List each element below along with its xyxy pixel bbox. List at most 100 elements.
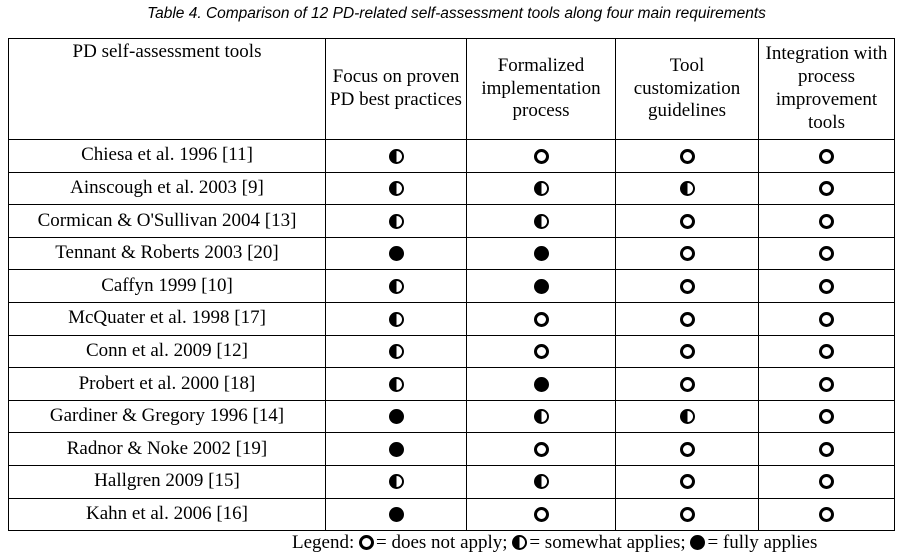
tool-name: Chiesa et al. 1996 [11]: [8, 139, 326, 173]
cell-customization: [615, 236, 759, 271]
cell-formalized: [466, 367, 616, 401]
fully-applies-icon: [388, 441, 404, 457]
cell-integration: [758, 301, 895, 336]
does-not-apply-icon: [819, 311, 834, 327]
table-row: Gardiner & Gregory 1996 [14]: [8, 399, 895, 434]
cell-formalized: [466, 171, 616, 206]
does-not-apply-icon: [819, 213, 834, 229]
cell-formalized: [466, 139, 616, 173]
does-not-apply-icon: [819, 409, 834, 425]
somewhat-applies-icon: [388, 148, 404, 164]
does-not-apply-icon: [819, 181, 834, 197]
cell-formalized: [466, 497, 616, 532]
cell-integration: [758, 269, 895, 303]
cell-focus: [325, 171, 467, 206]
does-not-apply-icon: [533, 311, 549, 327]
does-not-apply-icon: [679, 148, 695, 164]
tool-name: Conn et al. 2009 [12]: [8, 334, 326, 369]
cell-formalized: [466, 236, 616, 271]
tool-name: McQuater et al. 1998 [17]: [8, 301, 326, 336]
header-row: PD self-assessment tools Focus on proven…: [8, 38, 895, 140]
does-not-apply-icon: [819, 148, 834, 164]
comparison-table: PD self-assessment tools Focus on proven…: [8, 38, 895, 532]
fully-applies-icon: [533, 278, 549, 294]
cell-formalized: [466, 399, 616, 434]
does-not-apply-icon: [533, 441, 549, 457]
does-not-apply-icon: [359, 534, 375, 550]
somewhat-applies-icon: [388, 311, 404, 327]
table-row: Caffyn 1999 [10]: [8, 269, 895, 303]
cell-formalized: [466, 204, 616, 238]
fully-applies-icon: [533, 246, 549, 262]
header-integration: Integration with process improvement too…: [758, 38, 895, 140]
table-row: Radnor & Noke 2002 [19]: [8, 432, 895, 466]
cell-integration: [758, 334, 895, 369]
fully-applies-icon: [388, 507, 404, 523]
header-customization: Tool customization guidelines: [615, 38, 759, 140]
tool-name: Probert et al. 2000 [18]: [8, 367, 326, 401]
does-not-apply-icon: [679, 441, 695, 457]
cell-customization: [615, 367, 759, 401]
cell-focus: [325, 367, 467, 401]
somewhat-applies-icon: [679, 181, 695, 197]
does-not-apply-icon: [533, 344, 549, 360]
does-not-apply-icon: [819, 246, 834, 262]
table-caption: Table 4. Comparison of 12 PD-related sel…: [147, 5, 766, 22]
cell-integration: [758, 139, 895, 173]
cell-formalized: [466, 334, 616, 369]
somewhat-applies-icon: [533, 181, 549, 197]
cell-integration: [758, 171, 895, 206]
cell-focus: [325, 236, 467, 271]
legend-some-text: = somewhat applies;: [529, 532, 686, 553]
cell-customization: [615, 301, 759, 336]
fully-applies-icon: [533, 376, 549, 392]
cell-customization: [615, 269, 759, 303]
legend-none-text: = does not apply;: [376, 532, 508, 553]
table-row: Ainscough et al. 2003 [9]: [8, 171, 895, 206]
legend-full-text: = fully applies: [707, 532, 818, 553]
somewhat-applies-icon: [388, 376, 404, 392]
somewhat-applies-icon: [388, 213, 404, 229]
cell-focus: [325, 139, 467, 173]
does-not-apply-icon: [819, 376, 834, 392]
table-row: McQuater et al. 1998 [17]: [8, 301, 895, 336]
header-tools: PD self-assessment tools: [8, 38, 326, 140]
somewhat-applies-icon: [533, 409, 549, 425]
does-not-apply-icon: [819, 474, 834, 490]
table-row: Probert et al. 2000 [18]: [8, 367, 895, 401]
cell-integration: [758, 464, 895, 499]
header-formalized: Formalized implementation process: [466, 38, 616, 140]
table-row: Chiesa et al. 1996 [11]: [8, 139, 895, 173]
tool-name: Caffyn 1999 [10]: [8, 269, 326, 303]
cell-integration: [758, 497, 895, 532]
cell-focus: [325, 497, 467, 532]
legend: Legend: = does not apply; = somewhat app…: [292, 532, 817, 554]
cell-focus: [325, 269, 467, 303]
does-not-apply-icon: [819, 507, 834, 523]
tool-name: Gardiner & Gregory 1996 [14]: [8, 399, 326, 434]
does-not-apply-icon: [819, 278, 834, 294]
somewhat-applies-icon: [388, 344, 404, 360]
table-row: Cormican & O'Sullivan 2004 [13]: [8, 204, 895, 238]
table-row: Hallgren 2009 [15]: [8, 464, 895, 499]
fully-applies-icon: [388, 409, 404, 425]
table-row: Conn et al. 2009 [12]: [8, 334, 895, 369]
cell-integration: [758, 432, 895, 466]
tool-name: Kahn et al. 2006 [16]: [8, 497, 326, 532]
does-not-apply-icon: [679, 311, 695, 327]
does-not-apply-icon: [679, 507, 695, 523]
does-not-apply-icon: [679, 344, 695, 360]
tool-name: Ainscough et al. 2003 [9]: [8, 171, 326, 206]
legend-prefix: Legend:: [292, 532, 355, 553]
fully-applies-icon: [388, 246, 404, 262]
cell-customization: [615, 204, 759, 238]
cell-integration: [758, 236, 895, 271]
cell-formalized: [466, 269, 616, 303]
cell-integration: [758, 399, 895, 434]
tool-name: Radnor & Noke 2002 [19]: [8, 432, 326, 466]
header-focus: Focus on proven PD best practices: [325, 38, 467, 140]
tool-name: Hallgren 2009 [15]: [8, 464, 326, 499]
does-not-apply-icon: [679, 474, 695, 490]
somewhat-applies-icon: [679, 409, 695, 425]
does-not-apply-icon: [679, 213, 695, 229]
